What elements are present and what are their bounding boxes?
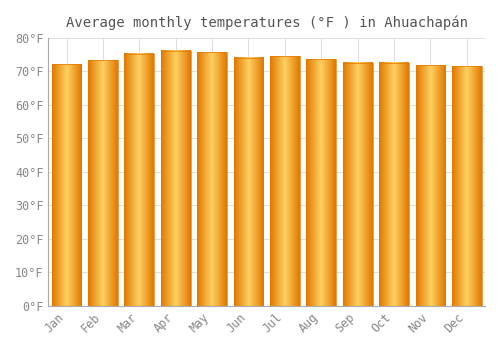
Title: Average monthly temperatures (°F ) in Ahuachapán: Average monthly temperatures (°F ) in Ah… <box>66 15 468 29</box>
Bar <box>342 63 372 306</box>
Bar <box>88 61 118 306</box>
Bar <box>124 54 154 306</box>
Bar <box>52 64 82 306</box>
Bar <box>416 65 446 306</box>
Bar <box>161 51 190 306</box>
Bar <box>270 56 300 306</box>
Bar <box>452 66 482 306</box>
Bar <box>306 59 336 306</box>
Bar <box>234 58 264 306</box>
Bar <box>197 52 227 306</box>
Bar <box>379 63 409 306</box>
